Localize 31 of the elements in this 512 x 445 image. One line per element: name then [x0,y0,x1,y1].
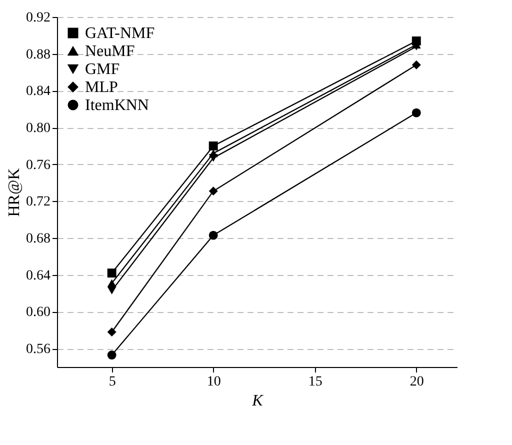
x-tick-label: 15 [308,374,322,390]
y-axis-title: HR@K [6,168,23,217]
point [208,154,218,162]
point [208,230,218,240]
point [107,268,116,278]
x-tick-label: 20 [410,374,424,390]
point [412,60,421,70]
point [107,328,116,336]
y-tick-label: 0.88 [26,47,50,62]
point [107,350,116,360]
x-axis-title: K [251,392,264,410]
y-tick-label: 0.72 [26,194,50,210]
y-tick-label: 0.84 [26,84,50,100]
y-tick-label: 0.76 [26,158,50,173]
y-tick-label: 0.60 [26,305,50,320]
point [208,141,218,150]
y-tick-label: 0.64 [26,268,50,284]
y-tick-label: 0.68 [26,232,50,247]
y-tick-label: 0.56 [26,342,50,358]
legend-label: GMF [85,61,120,78]
x-tick-label: 5 [108,374,116,390]
legend-label: NeuMF [85,43,135,60]
y-tick-label: 0.92 [26,10,50,26]
point [208,186,218,196]
point [107,286,116,294]
x-tick-label: 10 [206,374,221,390]
legend-label: MLP [85,79,118,96]
legend-label: ItemKNN [85,97,150,114]
legend-label: GAT-NMF [85,25,155,42]
y-tick-label: 0.80 [26,121,50,136]
point [412,108,421,118]
